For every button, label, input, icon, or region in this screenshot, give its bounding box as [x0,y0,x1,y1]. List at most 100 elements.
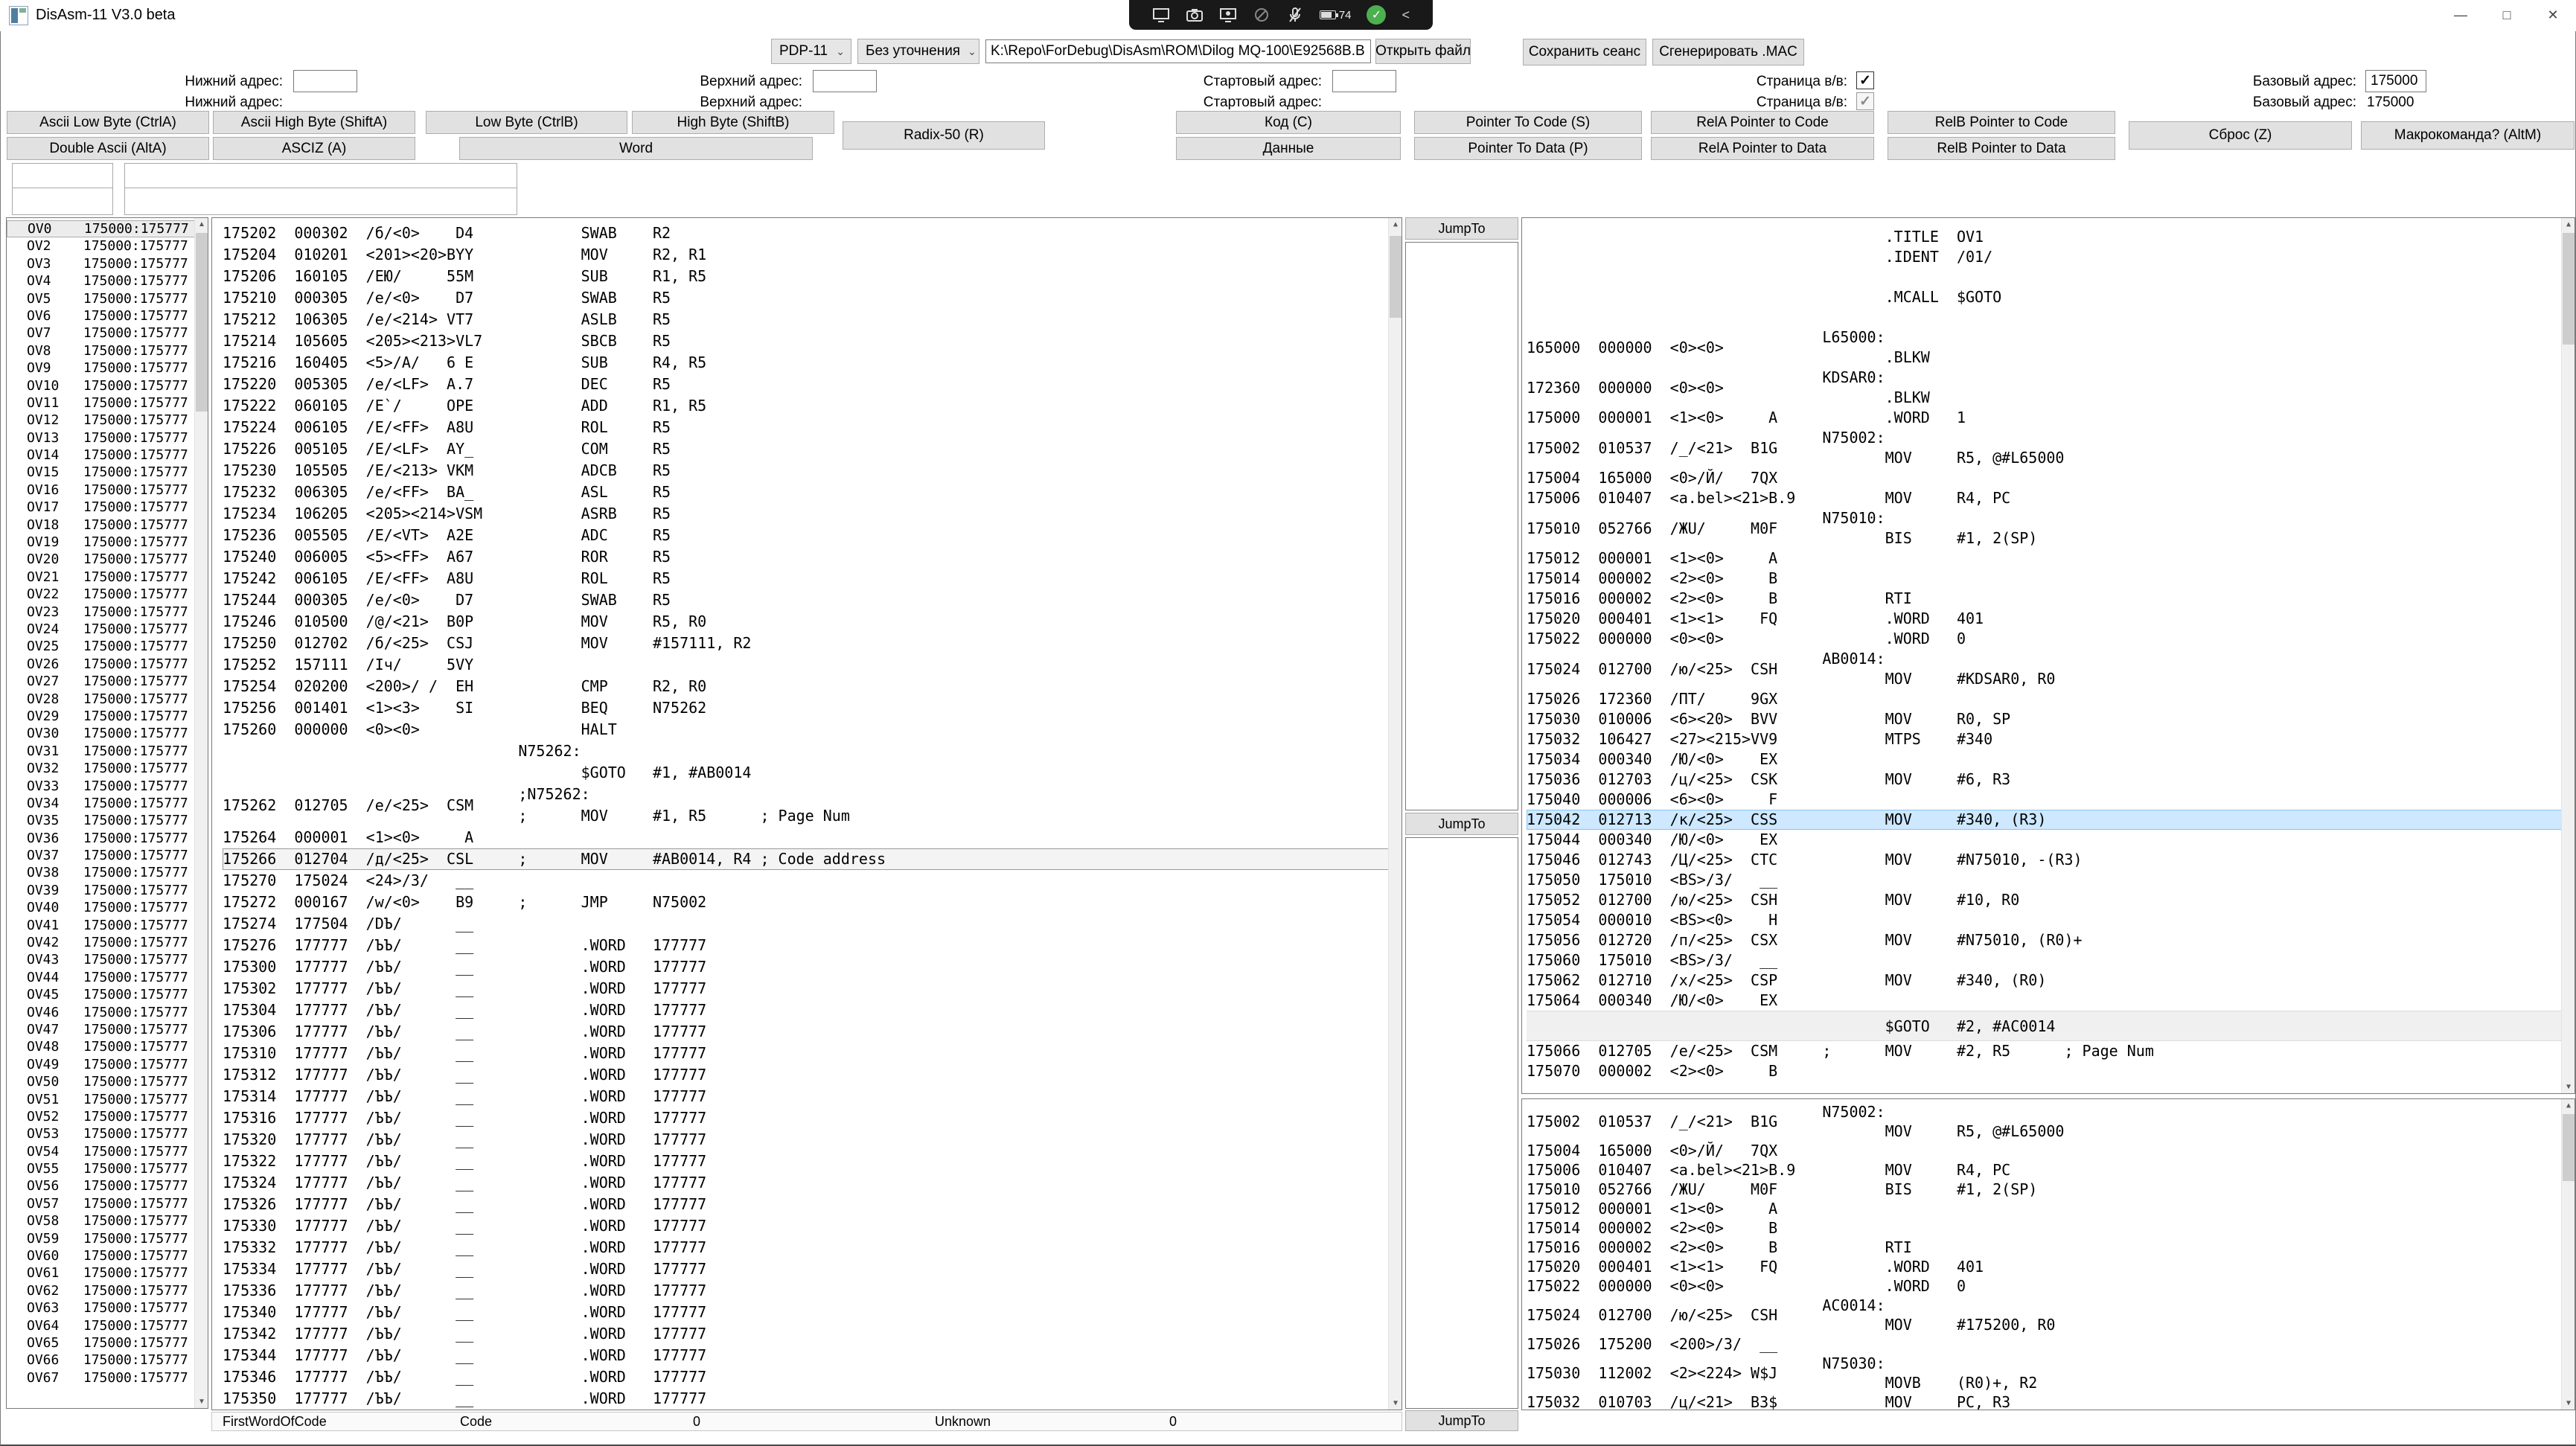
listing-row[interactable]: 175204 010201 <201><20>BYY MOV R2, R1 [223,246,707,263]
overlay-item[interactable]: OV33 175000:175777 [27,778,188,794]
listing-row[interactable]: 175042 012713 /к/<25> CSS MOV #340, (R3) [1527,810,2575,830]
overlay-item[interactable]: OV64 175000:175777 [27,1317,188,1334]
high-byte-button[interactable]: High Byte (ShiftB) [632,111,834,134]
listing-row[interactable]: 175062 012710 /х/<25> CSP MOV #340, (R0) [1527,971,2047,989]
listing-row[interactable]: 175040 000006 <6><0> F [1527,790,1778,808]
listing-row[interactable]: 175266 012704 /д/<25> CSL ; MOV #AB0014,… [223,848,1402,870]
overlay-item[interactable]: OV11 175000:175777 [27,394,188,411]
listing-row[interactable]: 175016 000002 <2><0> B RTI [1527,589,1957,607]
ascii-high-byte-button[interactable]: Ascii High Byte (ShiftA) [213,111,415,134]
listing-row[interactable]: 175254 020200 <200>/ / EH CMP R2, R0 [223,677,707,695]
overlay-item[interactable]: OV40 175000:175777 [27,900,188,916]
main-listing-scrollbar[interactable]: ▲ ▼ [1388,218,1402,1410]
listing-row[interactable]: 175264 000001 <1><0> A [223,828,474,846]
listing-row[interactable]: 175310 177777 /ЪЪ/ __ .WORD 177777 [223,1044,707,1062]
listing-row[interactable]: 175026 172360 /ПТ/ 9GX [1527,690,1778,708]
listing-row[interactable]: .TITLE OV1 [1527,228,1984,246]
listing-row[interactable]: 175024 012700 /ю/<25> CSH AC0014: MOV #1… [1527,1296,2056,1334]
listing-row[interactable]: 175202 000302 /б/<0> D4 SWAB R2 [223,224,671,242]
listing-row[interactable]: $GOTO #1, #AB0014 [223,764,752,781]
listing-row[interactable]: 175054 000010 <BS><0> H [1527,911,1778,929]
listing-row[interactable]: 175316 177777 /ЪЪ/ __ .WORD 177777 [223,1109,707,1127]
overlay-item[interactable]: OV22 175000:175777 [27,586,188,603]
scrollbar-thumb[interactable] [2563,233,2575,345]
listing-row[interactable]: N75262: [223,742,581,760]
rela-pointer-data-button[interactable]: RelA Pointer to Data [1651,137,1874,160]
asciz-button[interactable]: ASCIZ (A) [213,137,415,160]
listing-row[interactable]: 175332 177777 /ЪЪ/ __ .WORD 177777 [223,1238,707,1256]
radix50-button[interactable]: Radix-50 (R) [843,121,1045,150]
start-address-input[interactable] [1332,70,1396,92]
overlay-item[interactable]: OV56 175000:175777 [27,1178,188,1194]
listing-row[interactable]: 175030 112002 <2><224> W$J N75030: MOVB … [1527,1354,2038,1392]
pointer-to-code-button[interactable]: Pointer To Code (S) [1414,111,1642,134]
listing-row[interactable]: 175300 177777 /ЪЪ/ __ .WORD 177777 [223,958,707,976]
upper-address-input[interactable] [813,70,877,92]
overlay-item[interactable]: OV21 175000:175777 [27,569,188,585]
listing-row[interactable]: 175004 165000 <0>/Й/ 7QX [1527,469,1778,487]
macro-top-scrollbar[interactable]: ▲ ▼ [2561,218,2575,1093]
scroll-up-icon[interactable]: ▲ [2566,1101,2572,1110]
listing-row[interactable]: 175222 060105 /E`/ OPE ADD R1, R5 [223,397,707,415]
open-file-button[interactable]: Открыть файл [1375,39,1471,64]
listing-row[interactable] [1527,307,2575,327]
overlay-item[interactable]: OV15 175000:175777 [27,464,188,481]
overlay-item[interactable]: OV24 175000:175777 [27,621,188,637]
listing-row[interactable]: 175214 105605 <205><213>VL7 SBCB R5 [223,332,671,350]
listing-row[interactable]: 175020 000401 <1><1> FQ .WORD 401 [1527,1258,1984,1276]
listing-row[interactable]: 175012 000001 <1><0> A [1527,549,1778,567]
listing-row[interactable]: 175256 001401 <1><3> SI BEQ N75262 [223,699,707,717]
jumpto-button-1[interactable]: JumpTo [1405,217,1518,240]
overlay-item[interactable]: OV38 175000:175777 [27,865,188,881]
pointer-to-data-button[interactable]: Pointer To Data (P) [1414,137,1642,160]
listing-row[interactable]: 175272 000167 /w/<0> B9 ; JMP N75002 [223,893,707,911]
listing-row[interactable]: 175216 160405 <5>/A/ 6 E SUB R4, R5 [223,353,707,371]
listing-row[interactable]: 175340 177777 /ЪЪ/ __ .WORD 177777 [223,1303,707,1321]
scroll-down-icon[interactable]: ▼ [198,1398,205,1406]
listing-row[interactable]: 175010 052766 /ЖU/ M0F BIS #1, 2(SP) [1527,1180,2038,1198]
overlay-item[interactable]: OV6 175000:175777 [27,307,188,324]
listing-row[interactable]: 175056 012720 /п/<25> CSX MOV #N75010, (… [1527,931,2083,949]
overlay-item[interactable]: OV32 175000:175777 [27,761,188,777]
listing-row[interactable]: 172360 000000 <0><0> KDSAR0: .BLKW [1527,368,1957,406]
overlay-item[interactable]: OV65 175000:175777 [27,1335,188,1351]
monitor-record-icon[interactable] [1219,6,1237,24]
scrollbar-thumb[interactable] [196,233,208,412]
overlay-item[interactable]: OV63 175000:175777 [27,1300,188,1317]
listing-row[interactable]: 175014 000002 <2><0> B [1527,1219,1778,1237]
listing-row[interactable]: 175070 000002 <2><0> B [1527,1062,1778,1080]
camera-icon[interactable] [1186,6,1204,24]
listing-row[interactable]: 175240 006005 <5><FF> A67 ROR R5 [223,548,671,566]
overlay-item[interactable]: OV12 175000:175777 [27,412,188,429]
scroll-up-icon[interactable]: ▲ [2566,220,2572,228]
reset-button[interactable]: Сброс (Z) [2129,121,2352,150]
overlay-item[interactable]: OV62 175000:175777 [27,1282,188,1299]
listing-row[interactable]: 175220 005305 /e/<LF> A.7 DEC R5 [223,375,671,393]
listing-row[interactable]: .IDENT /01/ [1527,248,1993,266]
listing-row[interactable]: 175304 177777 /ЪЪ/ __ .WORD 177777 [223,1001,707,1019]
listing-row[interactable]: 175016 000002 <2><0> B RTI [1527,1238,1957,1256]
listing-row[interactable]: 165000 000000 <0><0> L65000: .BLKW [1527,328,1957,366]
listing-row[interactable]: $GOTO #2, #AC0014 [1527,1011,2575,1041]
listing-row[interactable]: 175212 106305 /e/<214> VT7 ASLB R5 [223,310,671,328]
overlay-item[interactable]: OV57 175000:175777 [27,1195,188,1212]
scrollbar-thumb[interactable] [2563,1114,2575,1181]
listing-row[interactable]: 175250 012702 /б/<25> CSJ MOV #157111, R… [223,634,752,652]
overlay-item[interactable]: OV35 175000:175777 [27,813,188,829]
scroll-up-icon[interactable]: ▲ [198,220,205,228]
listing-row[interactable]: 175002 010537 /_/<21> B1G N75002: MOV R5… [1527,1103,2065,1140]
jumpto-button-3[interactable]: JumpTo [1405,1410,1518,1431]
listing-row[interactable]: 175314 177777 /ЪЪ/ __ .WORD 177777 [223,1087,707,1105]
overlay-item[interactable]: OV16 175000:175777 [27,482,188,498]
main-listing[interactable]: 175202 000302 /б/<0> D4 SWAB R2 175204 01… [211,217,1402,1410]
listing-row[interactable]: 175210 000305 /e/<0> D7 SWAB R5 [223,289,671,307]
overlay-item[interactable]: OV0 175000:175777 [7,220,196,238]
listing-row[interactable]: 175260 000000 <0><0> HALT [223,720,653,738]
listing-row[interactable]: 175342 177777 /ЪЪ/ __ .WORD 177777 [223,1325,707,1343]
jumpto-list-2[interactable] [1405,837,1518,1409]
jumpto-button-2[interactable]: JumpTo [1405,813,1518,835]
listing-row[interactable]: 175262 012705 /e/<25> CSM ;N75262: ; MOV… [223,785,850,825]
overlay-item[interactable]: OV13 175000:175777 [27,429,188,446]
jumpto-list-1[interactable] [1405,242,1518,810]
listing-row[interactable]: 175032 010703 /ц/<21> B3$ MOV PC, R3 [1527,1393,2011,1410]
